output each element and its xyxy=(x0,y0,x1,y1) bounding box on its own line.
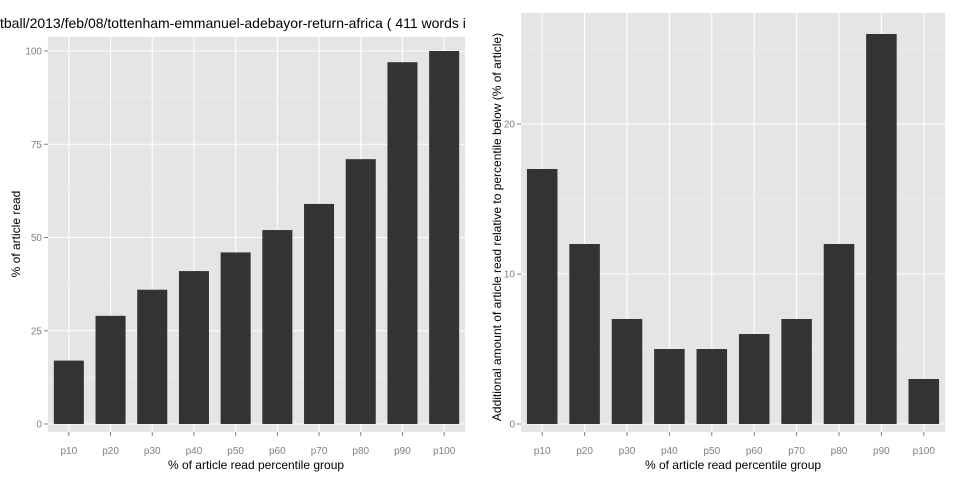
bar-p90 xyxy=(866,34,897,424)
bar-p70 xyxy=(304,203,335,424)
bar-p30 xyxy=(611,319,643,424)
y-tick-label-0: 0 xyxy=(36,420,42,431)
bar-p50 xyxy=(696,349,728,424)
x-tick-label-p20: p20 xyxy=(576,446,593,457)
bar-p20 xyxy=(95,315,126,424)
x-tick-label-p10: p10 xyxy=(534,446,551,457)
x-tick-label-p80: p80 xyxy=(831,446,848,457)
bar-p50 xyxy=(220,252,251,424)
right-x-tick-labels: p10 p20 p30 p40 p50 p60 p70 p80 p90 p100 xyxy=(534,432,936,457)
bar-p80 xyxy=(345,159,376,425)
y-tick-label-10: 10 xyxy=(504,270,516,281)
right-y-axis-title: Additional amount of article read relati… xyxy=(490,33,504,421)
x-tick-label-p30: p30 xyxy=(144,446,161,457)
bar-p10 xyxy=(526,169,558,424)
bar-p80 xyxy=(823,244,855,424)
y-tick-label-50: 50 xyxy=(31,233,43,244)
x-tick-label-p20: p20 xyxy=(102,446,119,457)
x-tick-label-p40: p40 xyxy=(186,446,203,457)
left-chart-title: tball/2013/feb/08/tottenham-emmanuel-ade… xyxy=(0,15,466,31)
bar-p90 xyxy=(387,62,418,424)
x-tick-label-p30: p30 xyxy=(619,446,636,457)
x-tick-label-p60: p60 xyxy=(746,446,763,457)
right-x-axis-title: % of article read percentile group xyxy=(645,458,821,472)
x-tick-label-p100: p100 xyxy=(913,446,936,457)
bar-p60 xyxy=(262,230,293,424)
left-x-tick-labels: p10 p20 p30 p40 p50 p60 p70 p80 p90 p100 xyxy=(61,432,456,457)
x-tick-label-p90: p90 xyxy=(873,446,890,457)
bar-p10 xyxy=(53,360,84,424)
right-chart: 0 10 20 p10 p20 p30 p40 p50 p60 p70 p80 p90 p100 % … xyxy=(490,13,945,472)
bar-p60 xyxy=(738,334,770,424)
x-tick-label-p40: p40 xyxy=(661,446,678,457)
left-bars xyxy=(53,51,460,425)
left-y-tick-labels: 0 25 50 75 100 xyxy=(25,47,48,431)
right-bars xyxy=(526,34,940,424)
y-tick-label-75: 75 xyxy=(31,140,43,151)
bar-p100 xyxy=(429,51,460,424)
y-tick-label-25: 25 xyxy=(31,326,43,337)
y-tick-label-0: 0 xyxy=(509,420,515,431)
x-tick-label-p90: p90 xyxy=(394,446,411,457)
bar-p30 xyxy=(137,289,168,424)
x-tick-label-p10: p10 xyxy=(61,446,78,457)
left-chart: tball/2013/feb/08/tottenham-emmanuel-ade… xyxy=(0,15,466,472)
x-tick-label-p60: p60 xyxy=(269,446,286,457)
bar-p70 xyxy=(781,319,812,424)
bar-p20 xyxy=(569,244,600,424)
x-tick-label-p50: p50 xyxy=(227,446,244,457)
x-tick-label-p70: p70 xyxy=(788,446,805,457)
y-tick-label-20: 20 xyxy=(504,120,516,131)
right-y-tick-labels: 0 10 20 xyxy=(504,120,521,431)
y-tick-label-100: 100 xyxy=(25,47,42,58)
x-tick-label-p80: p80 xyxy=(352,446,369,457)
left-y-axis-title: % of article read xyxy=(9,191,23,278)
bar-p40 xyxy=(654,349,685,424)
x-tick-label-p50: p50 xyxy=(703,446,720,457)
x-tick-label-p70: p70 xyxy=(311,446,328,457)
x-tick-label-p100: p100 xyxy=(433,446,456,457)
left-x-axis-title: % of article read percentile group xyxy=(168,458,344,472)
bar-p40 xyxy=(178,271,209,424)
bar-p100 xyxy=(908,379,940,424)
